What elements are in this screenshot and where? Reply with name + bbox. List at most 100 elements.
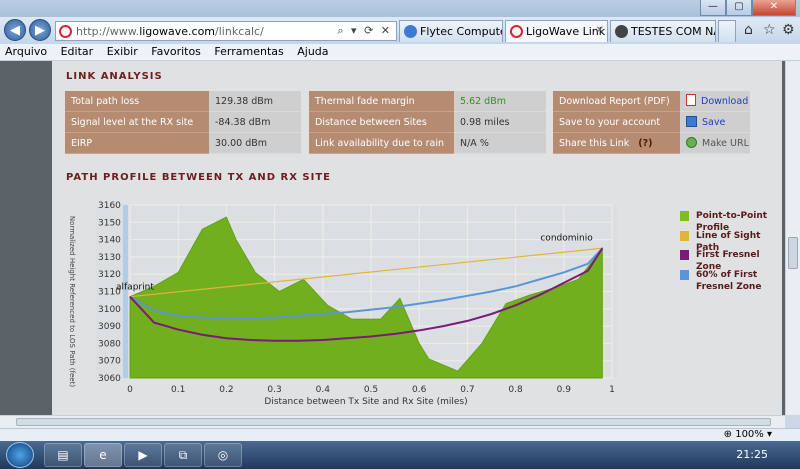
save-link[interactable]: Save — [680, 112, 750, 133]
y-tick-label: 3130 — [98, 253, 121, 263]
ligowave-favicon-icon — [510, 25, 523, 38]
taskbar-explorer-icon[interactable]: ▤ — [44, 443, 82, 467]
tab-label: TESTES COM NA... — [631, 25, 715, 38]
page-content: LINK ANALYSIS Total path loss 129.38 dBm… — [52, 61, 782, 415]
row-value: 5.62 dBm — [454, 91, 546, 112]
share-label: Share this Link — [559, 138, 630, 149]
fresnel60-line — [129, 247, 604, 320]
menu-favoritos[interactable]: Favoritos — [151, 45, 201, 58]
horizontal-scrollbar[interactable] — [0, 415, 785, 428]
y-tick-label: 3060 — [98, 374, 121, 384]
row-value: -84.38 dBm — [209, 112, 301, 133]
row-value: 0.98 miles — [454, 112, 546, 133]
menu-ferramentas[interactable]: Ferramentas — [214, 45, 284, 58]
x-tick-label: 0.6 — [412, 385, 427, 395]
legend-swatch — [680, 211, 689, 221]
status-bar: ⊕ 100% ▾ — [0, 428, 800, 441]
legend-swatch — [680, 250, 689, 260]
close-button[interactable]: ✕ — [752, 0, 796, 16]
chart-legend: Point-to-Point Profile Line of Sight Pat… — [680, 210, 782, 292]
tab-label: Flytec Computers — [420, 25, 502, 38]
y-tick-label: 3100 — [98, 305, 121, 315]
menu-ajuda[interactable]: Ajuda — [297, 45, 329, 58]
new-tab-button[interactable] — [718, 20, 736, 42]
x-tick-label: 0.2 — [219, 385, 233, 395]
y-tick-label: 3110 — [98, 288, 121, 298]
tab-testes[interactable]: TESTES COM NA... — [610, 20, 716, 42]
legend-item-los: Line of Sight Path — [680, 230, 782, 253]
legend-item-profile: Point-to-Point Profile — [680, 210, 782, 233]
legend-label: Point-to-Point Profile — [696, 211, 768, 233]
globe-icon — [686, 137, 697, 148]
taskbar-media-icon[interactable]: ▶ — [124, 443, 162, 467]
path-profile-chart: 3160 3150 3140 3130 3120 3110 3100 3090 3080 3070… — [60, 193, 780, 415]
address-bar[interactable]: http://www.ligowave.com/linkcalc/ ⌕ ▾ ⟳ … — [55, 21, 397, 41]
y-axis-label: Normalized Height Referenced to LOS Path… — [68, 216, 76, 387]
x-axis-label: Distance between Tx Site and Rx Site (mi… — [264, 397, 467, 407]
taskbar-app-icon[interactable]: ◎ — [204, 443, 242, 467]
download-link[interactable]: Download — [680, 91, 750, 112]
row-label: Share this Link (?) — [553, 133, 680, 154]
tab-close-icon[interactable]: ✕ — [595, 25, 604, 36]
maximize-button[interactable]: ▢ — [726, 0, 752, 16]
rx-site-label: condominio — [540, 233, 593, 243]
menu-arquivo[interactable]: Arquivo — [5, 45, 48, 58]
row-value: 129.38 dBm — [209, 91, 301, 112]
row-label: Distance between Sites — [309, 112, 454, 133]
taskbar-ie-icon[interactable]: e — [84, 443, 122, 467]
tab-label: LigoWave Link ... — [526, 25, 607, 38]
y-tick-label: 3090 — [98, 322, 121, 332]
address-tools[interactable]: ⌕ ▾ ⟳ ✕ — [337, 24, 392, 37]
row-label: Total path loss — [65, 91, 209, 112]
zoom-value: 100% — [735, 429, 764, 440]
vertical-scrollbar[interactable] — [785, 61, 800, 415]
row-label: Thermal fade margin — [309, 91, 454, 112]
x-tick-label: 0.3 — [267, 385, 281, 395]
los-line — [129, 247, 603, 298]
chart-svg: 3160 3150 3140 3130 3120 3110 3100 3090 3080 3070… — [68, 201, 618, 407]
legend-swatch — [680, 269, 689, 280]
minimize-button[interactable]: — — [700, 0, 726, 16]
address-url[interactable]: http://www.ligowave.com/linkcalc/ — [76, 25, 264, 38]
save-link-text[interactable]: Save — [702, 117, 726, 128]
taskbar-network-icon[interactable]: ⧉ — [164, 443, 202, 467]
help-link[interactable]: (?) — [638, 138, 653, 149]
legend-label: Line of Sight Path — [696, 230, 761, 253]
y-axis-marker — [123, 205, 128, 378]
window-titlebar: — ▢ ✕ — [0, 0, 800, 17]
fresnel-line — [129, 247, 604, 342]
forward-button[interactable]: ▶ — [29, 19, 51, 41]
legend-item-fresnel60: 60% of First Fresnel Zone — [680, 269, 782, 292]
row-value: N/A % — [454, 133, 546, 154]
menu-editar[interactable]: Editar — [60, 45, 94, 58]
x-tick-label: 0.7 — [460, 385, 474, 395]
favorites-star-icon[interactable]: ☆ — [763, 22, 776, 38]
y-tick-label: 3140 — [98, 236, 121, 246]
x-tick-label: 0 — [127, 385, 133, 395]
menu-exibir[interactable]: Exibir — [106, 45, 138, 58]
home-icon[interactable]: ⌂ — [744, 22, 753, 38]
x-tick-label: 0.8 — [508, 385, 523, 395]
tab-ligowave[interactable]: LigoWave Link ... ✕ — [505, 20, 608, 42]
zoom-level[interactable]: ⊕ 100% ▾ — [723, 429, 772, 440]
download-link-text[interactable]: Download — [701, 96, 749, 107]
start-button[interactable] — [6, 442, 34, 468]
horizontal-scroll-thumb[interactable] — [16, 418, 771, 426]
make-url-text[interactable]: Make URL — [702, 138, 749, 149]
pdf-icon — [686, 94, 696, 106]
x-tick-label: 0.1 — [171, 385, 185, 395]
back-button[interactable]: ◀ — [4, 19, 26, 41]
make-url-link[interactable]: Make URL — [680, 133, 750, 154]
legend-swatch — [680, 230, 689, 241]
page-viewport: LINK ANALYSIS Total path loss 129.38 dBm… — [0, 61, 785, 415]
taskbar-clock[interactable]: 21:25 — [736, 448, 768, 461]
row-value: 30.00 dBm — [209, 133, 301, 154]
vertical-scroll-thumb[interactable] — [788, 237, 798, 269]
row-label: Save to your account — [553, 112, 680, 133]
save-icon — [686, 116, 697, 127]
row-label: Download Report (PDF) — [553, 91, 680, 112]
tab-flytec[interactable]: Flytec Computers — [399, 20, 503, 42]
avatar-favicon-icon — [615, 25, 628, 38]
path-profile-title: PATH PROFILE BETWEEN TX AND RX SITE — [66, 172, 331, 183]
tools-gear-icon[interactable]: ⚙ — [782, 22, 795, 38]
